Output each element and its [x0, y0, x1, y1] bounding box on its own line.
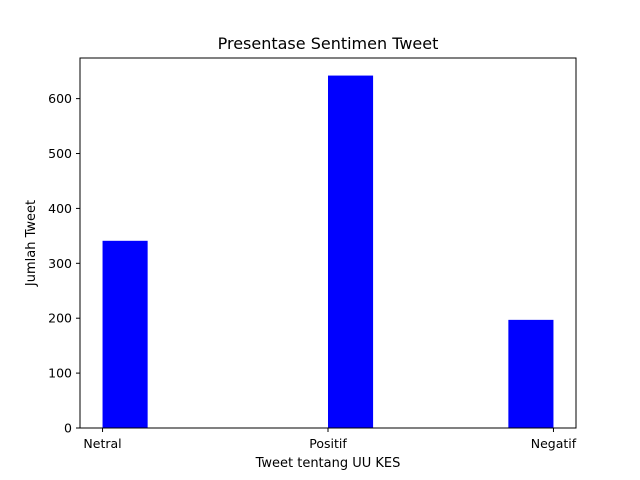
x-tick-label: Positif [309, 436, 347, 451]
plot-frame [79, 57, 577, 429]
chart-title: Presentase Sentimen Tweet [218, 34, 439, 53]
y-axis-label: Jumlah Tweet [24, 200, 39, 287]
bar-0 [102, 240, 148, 428]
x-tick-label: Netral [83, 436, 121, 451]
y-tick-label: 0 [64, 421, 72, 436]
y-tick-label: 100 [48, 366, 72, 381]
bar-1 [328, 75, 374, 428]
y-tick-label: 400 [48, 201, 72, 216]
y-tick-label: 600 [48, 91, 72, 106]
bars-layer [102, 75, 554, 428]
bar-2 [508, 319, 554, 428]
x-axis: Netral Positif Negatif [83, 428, 577, 451]
y-tick-label: 200 [48, 311, 72, 326]
x-tick-label: Negatif [531, 436, 577, 451]
y-axis: 0 100 200 300 400 500 600 [48, 91, 80, 436]
y-tick-label: 300 [48, 256, 72, 271]
x-axis-label: Tweet tentang UU KES [255, 456, 401, 471]
y-tick-label: 500 [48, 146, 72, 161]
